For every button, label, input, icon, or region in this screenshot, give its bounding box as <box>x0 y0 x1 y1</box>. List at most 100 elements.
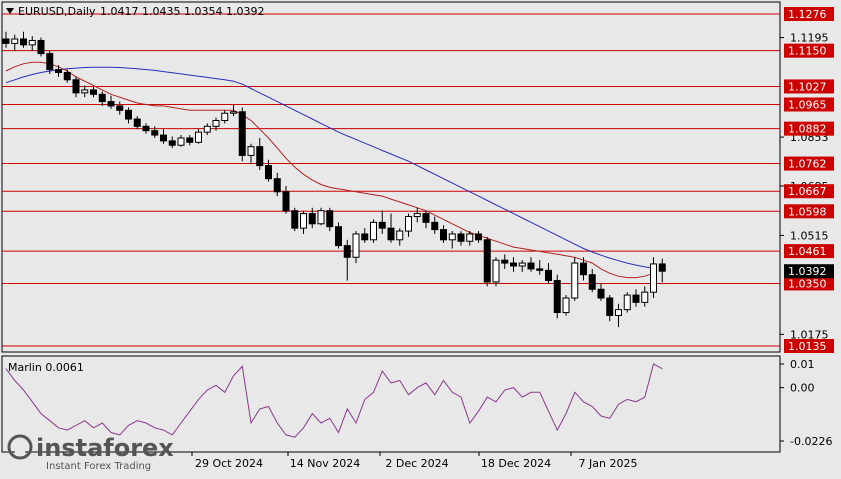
candle-body <box>545 269 552 282</box>
candle-body <box>195 131 202 143</box>
current-price-label: 1.0392 <box>788 265 827 278</box>
candle-body <box>518 262 526 267</box>
level-label: 1.0882 <box>788 123 827 136</box>
candle <box>37 37 45 57</box>
level-label: 1.0762 <box>788 158 827 171</box>
candle <box>545 263 552 284</box>
candle-body <box>55 69 62 73</box>
candle-body <box>291 210 299 229</box>
candle <box>2 31 10 48</box>
oscillator-line <box>5 363 663 438</box>
candle-body <box>282 191 290 212</box>
candle <box>186 135 194 146</box>
candle <box>142 123 150 134</box>
candle <box>116 101 124 115</box>
candle <box>230 104 237 117</box>
candle-body <box>116 105 124 111</box>
x-tick-label: 14 Nov 2024 <box>290 457 360 470</box>
candle-body <box>650 263 657 293</box>
candle-body <box>317 210 325 225</box>
candle <box>221 110 229 124</box>
candle <box>317 207 325 226</box>
candle-body <box>46 53 54 71</box>
candle <box>81 85 89 98</box>
candle-body <box>553 280 561 314</box>
candle-body <box>448 233 456 241</box>
candle <box>606 295 614 322</box>
candle-body <box>413 213 421 218</box>
level-label: 1.0965 <box>788 98 827 111</box>
candle <box>553 274 561 319</box>
x-tick-label: 2 Dec 2024 <box>385 457 448 470</box>
candle-body <box>370 221 377 241</box>
candle-body <box>177 137 185 146</box>
levels-layer <box>2 13 780 347</box>
candle-body <box>396 230 404 241</box>
candle <box>448 231 456 249</box>
x-tick-label: 18 Dec 2024 <box>481 457 551 470</box>
level-label-box <box>784 97 834 112</box>
candle-body <box>98 93 106 103</box>
candle-body <box>28 39 36 46</box>
candle <box>125 107 132 124</box>
candle-body <box>501 259 509 264</box>
candle-body <box>247 146 255 156</box>
moving-averages-layer <box>5 61 654 279</box>
level-label-box <box>784 184 834 199</box>
candle <box>501 254 509 269</box>
candle-body <box>20 38 27 46</box>
candle-body <box>580 262 587 276</box>
x-tick-label: 29 Oct 2024 <box>195 457 263 470</box>
candle <box>536 260 544 275</box>
candle <box>151 126 159 138</box>
candle <box>571 257 579 301</box>
chart-menu-icon[interactable] <box>6 8 14 14</box>
candle <box>615 303 622 328</box>
candle <box>195 129 202 144</box>
level-label: 1.1150 <box>788 45 827 58</box>
candle-body <box>2 38 10 44</box>
candle <box>352 231 360 264</box>
candle-body <box>90 89 97 95</box>
ma-fast-line <box>5 61 654 279</box>
candle <box>46 50 54 74</box>
candle <box>282 185 290 214</box>
candle-body <box>615 309 622 316</box>
candle <box>370 219 377 243</box>
candle <box>562 295 570 316</box>
candle <box>343 239 351 281</box>
candle-body <box>37 39 45 55</box>
level-label: 1.1276 <box>788 8 827 21</box>
candle-body <box>387 227 395 241</box>
candle-body <box>422 213 430 223</box>
candle-body <box>361 233 369 241</box>
candle <box>440 225 447 243</box>
candle-body <box>571 262 579 299</box>
axis-layer: 1.11951.08531.06851.05151.01751.12761.11… <box>191 7 834 470</box>
candle-body <box>256 146 264 167</box>
candle <box>28 36 36 51</box>
osc-y-tick-label: 0.00 <box>790 382 815 395</box>
y-tick-label: 1.1195 <box>790 32 829 45</box>
oscillator-layer <box>5 363 663 438</box>
candle <box>308 207 316 229</box>
candle-body <box>466 233 474 242</box>
candle-body <box>641 291 649 303</box>
ohlc-header: 1.0417 1.0435 1.0354 1.0392 <box>100 5 264 18</box>
candle <box>326 207 334 232</box>
symbol-title: EURUSD,Daily <box>18 5 96 18</box>
level-label-box <box>784 43 834 58</box>
candle-body <box>168 140 176 146</box>
candle <box>431 216 439 234</box>
candle-body <box>606 297 614 316</box>
candle <box>20 31 27 48</box>
candle-body <box>658 263 666 272</box>
level-label-box <box>784 121 834 136</box>
candle-body <box>457 233 465 242</box>
level-label-box <box>784 204 834 219</box>
candle <box>98 91 106 106</box>
candle <box>247 143 255 165</box>
candle-body <box>343 245 351 258</box>
